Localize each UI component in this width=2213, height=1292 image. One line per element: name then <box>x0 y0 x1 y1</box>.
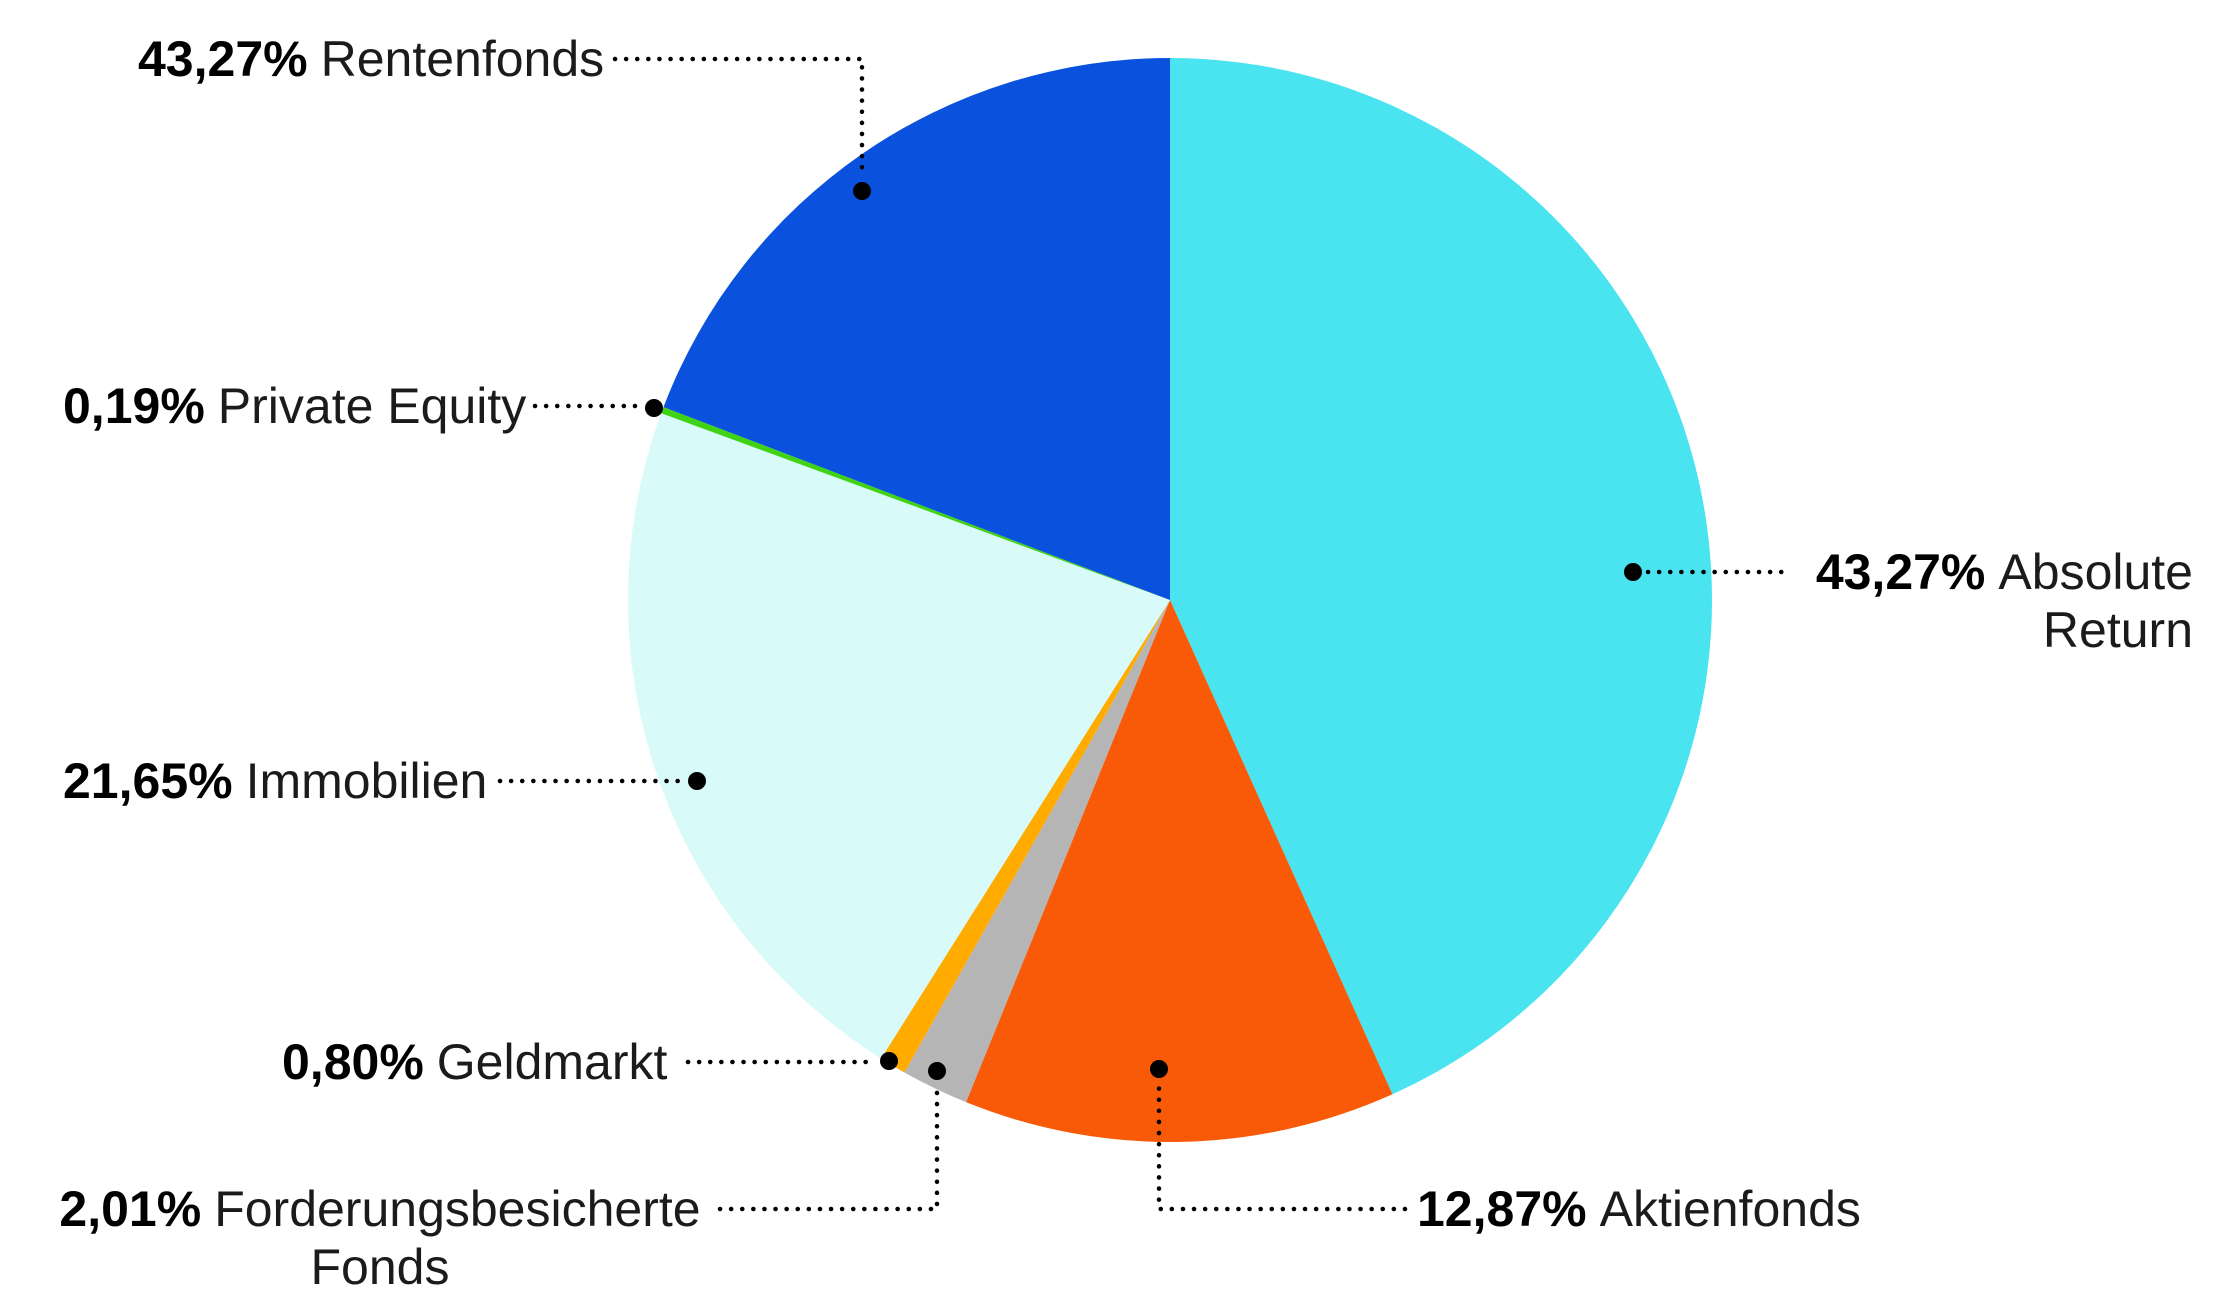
callout-rentenfonds-pct: 43,27% <box>138 31 308 87</box>
callout-immobilien-name: Immobilien <box>245 753 488 809</box>
callout-forderungsbesicherte-pct: 2,01% <box>59 1181 202 1237</box>
callout-rentenfonds: 43,27% Rentenfonds <box>138 30 604 88</box>
callout-absolute-return-pct: 43,27% <box>1815 544 1986 600</box>
pie-slice-immobilien <box>628 413 1170 1059</box>
leader-dot-forderungsbesicherte <box>928 1062 946 1080</box>
callout-geldmarkt-name: Geldmarkt <box>436 1034 668 1090</box>
pie-slice-geldmarkt <box>881 600 1170 1073</box>
leader-dot-geldmarkt <box>880 1052 898 1070</box>
leader-dot-absolute-return <box>1624 563 1642 581</box>
leader-dot-private-equity <box>645 399 663 417</box>
callout-immobilien-pct: 21,65% <box>63 753 233 809</box>
callout-absolute-return: 43,27% Absolute Return <box>1763 543 2193 659</box>
leader-dot-immobilien <box>688 772 706 790</box>
callout-absolute-return-name: Absolute Return <box>1998 544 2193 658</box>
pie-slice-rentenfonds <box>663 58 1170 600</box>
leader-dot-aktienfonds <box>1150 1060 1168 1078</box>
pie-slice-aktienfonds <box>966 600 1393 1142</box>
callout-immobilien: 21,65% Immobilien <box>63 752 487 810</box>
leader-forderungsbesicherte <box>717 1081 940 1212</box>
callout-geldmarkt-pct: 0,80% <box>282 1034 424 1090</box>
callout-aktienfonds-pct: 12,87% <box>1417 1181 1587 1237</box>
pie-slice-forderungsbesicherte-fonds <box>904 600 1170 1103</box>
callout-aktienfonds-name: Aktienfonds <box>1599 1181 1861 1237</box>
leader-rentenfonds <box>612 56 865 181</box>
leader-aktienfonds <box>1156 1079 1408 1212</box>
callout-geldmarkt: 0,80% Geldmarkt <box>282 1033 667 1091</box>
callout-forderungsbesicherte-name: Forderungsbesicherte Fonds <box>214 1181 701 1292</box>
callout-aktienfonds: 12,87% Aktienfonds <box>1417 1180 1861 1238</box>
callout-private-equity-pct: 0,19% <box>63 378 205 434</box>
callout-rentenfonds-name: Rentenfonds <box>320 31 605 87</box>
pie-slice-private-equity <box>661 407 1170 600</box>
pie-slices <box>628 58 1712 1142</box>
callout-private-equity-name: Private Equity <box>217 378 527 434</box>
pie-slice-absolute-return <box>1170 58 1712 1095</box>
callout-forderungsbesicherte: 2,01% Forderungsbesicherte Fonds <box>30 1180 730 1292</box>
leader-dot-rentenfonds <box>853 182 871 200</box>
callout-private-equity: 0,19% Private Equity <box>63 377 526 435</box>
leader-lines <box>497 56 1795 1212</box>
